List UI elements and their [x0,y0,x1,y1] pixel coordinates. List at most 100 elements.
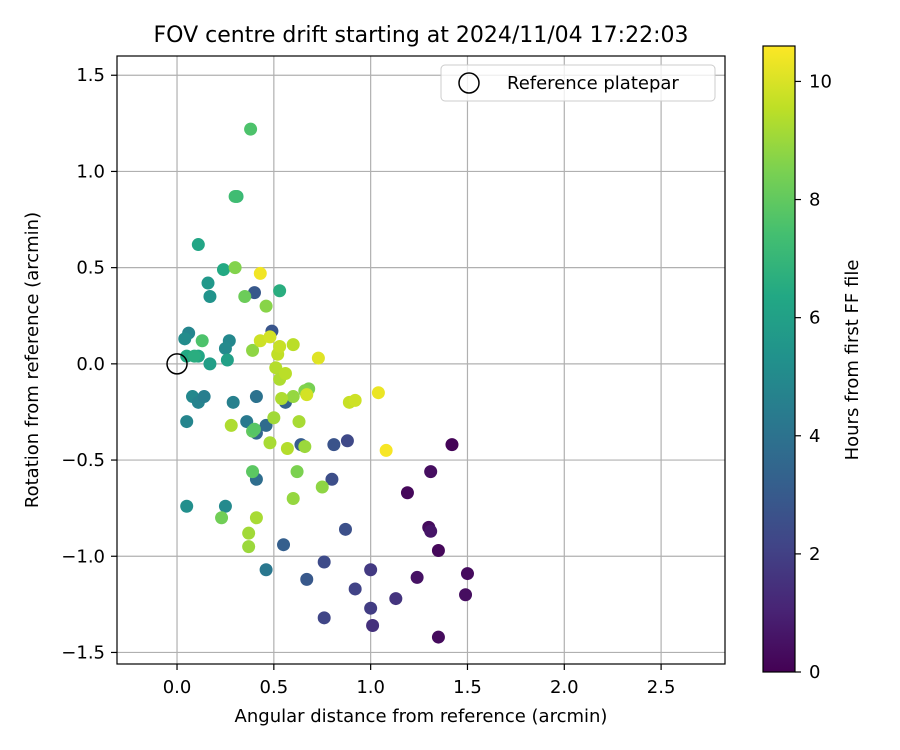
data-point [431,543,445,557]
data-point [263,436,277,450]
data-point [224,418,238,432]
data-point [180,415,194,429]
data-point [228,261,242,275]
data-point [348,582,362,596]
data-point [242,526,256,540]
plot-frame [116,55,726,665]
data-point [191,238,205,252]
y-tick-label: −0.5 [61,450,105,471]
data-point [267,411,281,425]
colorbar: 0 2 4 6 8 10 Hours from first FF file [762,45,863,683]
data-point [317,611,331,625]
x-tick-label: 2.0 [550,677,579,698]
y-tick-label: 1.0 [76,161,105,182]
data-point [445,438,459,452]
data-point [244,122,258,136]
data-point [178,332,192,346]
legend-box [440,64,716,102]
colorbar-tick-label: 2 [809,544,820,565]
data-point [286,390,300,404]
y-axis: −1.5 −1.0 −0.5 0.0 0.5 1.0 1.5 [61,65,117,663]
x-tick-label: 1.0 [356,677,385,698]
legend: Reference platepar [440,64,716,102]
data-point [424,524,438,538]
data-point [278,366,292,380]
data-point [238,290,252,304]
legend-label-reference: Reference platepar [507,73,679,94]
data-point [218,499,232,513]
data-point [275,391,289,405]
data-point [216,263,230,277]
data-point [277,538,291,552]
y-tick-label: −1.5 [61,642,105,663]
colorbar-tick-label: 10 [809,71,832,92]
data-point [215,511,229,525]
x-tick-label: 0.5 [260,677,289,698]
data-point [338,522,352,536]
data-point [187,349,201,363]
data-point [410,570,424,584]
data-point [364,601,378,615]
data-point [389,592,403,606]
data-point [195,334,209,348]
data-point [315,480,329,494]
data-point [431,630,445,644]
reference-marker [166,353,188,375]
data-point [325,472,339,486]
data-points [178,122,474,644]
data-point [459,588,473,602]
colorbar-tick-label: 8 [809,190,820,211]
x-axis-label: Angular distance from reference (arcmin) [235,706,608,727]
data-point [280,442,294,456]
data-point [203,290,217,304]
data-point [327,438,341,452]
y-tick-label: 0.5 [76,258,105,279]
data-point [300,572,314,586]
data-point [340,434,354,448]
data-point [263,330,277,344]
y-tick-label: 1.5 [76,65,105,86]
data-point [228,189,242,203]
data-point [201,276,215,290]
data-point [364,563,378,577]
reference-point [166,353,188,375]
colorbar-tick-label: 6 [809,308,820,329]
data-point [247,422,261,436]
data-point [249,511,263,525]
data-point [286,338,300,352]
data-point [311,351,325,365]
colorbar-tick-label: 0 [809,662,820,683]
colorbar-tick-label: 4 [809,426,820,447]
data-point [348,393,362,407]
data-point [317,555,331,569]
y-tick-label: 0.0 [76,354,105,375]
data-point [300,388,314,402]
data-point [298,440,312,454]
data-point [424,465,438,479]
data-point [269,361,283,375]
colorbar-gradient [762,45,796,673]
y-tick-label: −1.0 [61,546,105,567]
x-tick-label: 1.5 [453,677,482,698]
data-point [180,499,194,513]
data-point [366,619,380,633]
data-point [203,357,217,371]
data-point [197,390,211,404]
data-point [226,395,240,409]
data-point [292,415,306,429]
data-point [246,465,260,479]
x-tick-label: 2.5 [647,677,676,698]
data-point [242,540,256,554]
data-point [286,492,300,506]
x-axis: 0.0 0.5 1.0 1.5 2.0 2.5 [163,664,676,698]
data-point [259,299,273,313]
x-tick-label: 0.0 [163,677,192,698]
data-point [220,353,234,367]
data-point [259,563,273,577]
colorbar-label: Hours from first FF file [842,260,863,461]
data-point [218,341,232,355]
data-point [290,465,304,479]
legend-marker-reference [458,72,480,94]
data-point [249,390,263,404]
data-point [400,486,414,500]
